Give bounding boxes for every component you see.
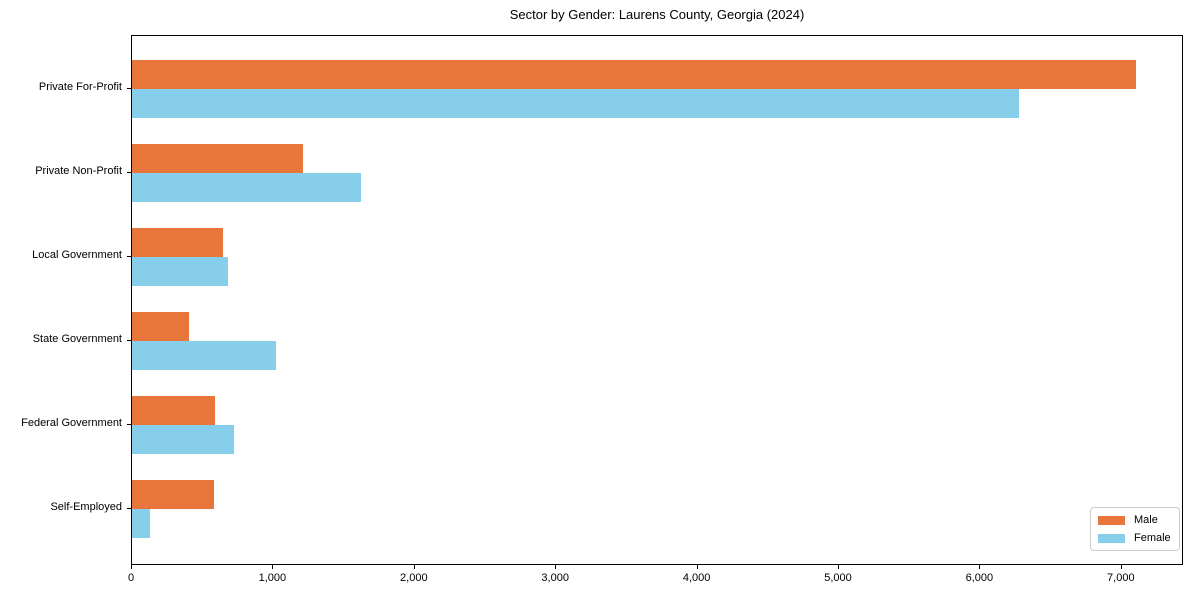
y-tick-label: Private For-Profit: [38, 81, 122, 93]
legend-label-female: Female: [1134, 532, 1171, 544]
y-tick-mark: [127, 424, 131, 425]
x-tick-label: 2,000: [400, 572, 428, 584]
y-tick-label: State Government: [32, 333, 122, 345]
x-tick-label: 6,000: [965, 572, 994, 584]
x-tick-mark: [272, 565, 274, 569]
x-tick-label: 5,000: [824, 572, 852, 584]
y-tick-mark: [127, 256, 131, 257]
plot-area: [131, 35, 1183, 565]
bar-male-top: [132, 60, 1136, 89]
bar-male-top: [132, 144, 304, 173]
y-tick-label: Local Government: [32, 249, 122, 261]
bar-male-top: [132, 228, 223, 257]
chart-title: Sector by Gender: Laurens County, Georgi…: [509, 7, 805, 22]
bar-female-bottom: [132, 257, 229, 286]
x-tick-label: 0: [127, 572, 135, 584]
y-tick-label: Federal Government: [21, 417, 122, 429]
x-tick-mark: [1120, 565, 1122, 569]
legend-swatch-male-icon: [1098, 515, 1125, 525]
bar-female-bottom: [132, 173, 362, 202]
y-tick-mark: [127, 172, 131, 173]
legend: Male Female: [1090, 507, 1180, 551]
y-tick-label: Private Non-Profit: [35, 165, 122, 177]
bar-female-bottom: [132, 89, 1019, 118]
y-tick-mark: [127, 340, 131, 341]
legend-item-female: Female: [1098, 532, 1171, 544]
x-tick-label: 7,000: [1107, 572, 1135, 584]
legend-label-male: Male: [1134, 514, 1158, 526]
bar-female-bottom: [132, 425, 234, 454]
bar-male-top: [132, 396, 216, 425]
bar-male-top: [132, 312, 189, 341]
x-tick-label: 1,000: [258, 572, 287, 584]
x-tick-label: 4,000: [682, 572, 711, 584]
x-tick-label: 3,000: [541, 572, 569, 584]
y-tick-label: Self-Employed: [50, 501, 122, 513]
bar-female-bottom: [132, 509, 151, 538]
bar-female-bottom: [132, 341, 277, 370]
legend-swatch-female-icon: [1098, 533, 1125, 543]
x-tick-mark: [555, 565, 557, 569]
y-tick-mark: [127, 88, 131, 89]
x-tick-mark: [979, 565, 981, 569]
bar-male-top: [132, 480, 214, 509]
x-tick-mark: [838, 565, 839, 569]
x-tick-mark: [413, 565, 415, 569]
legend-item-male: Male: [1098, 514, 1171, 526]
y-tick-mark: [127, 508, 131, 509]
x-tick-mark: [696, 565, 698, 569]
x-tick-mark: [131, 565, 132, 569]
